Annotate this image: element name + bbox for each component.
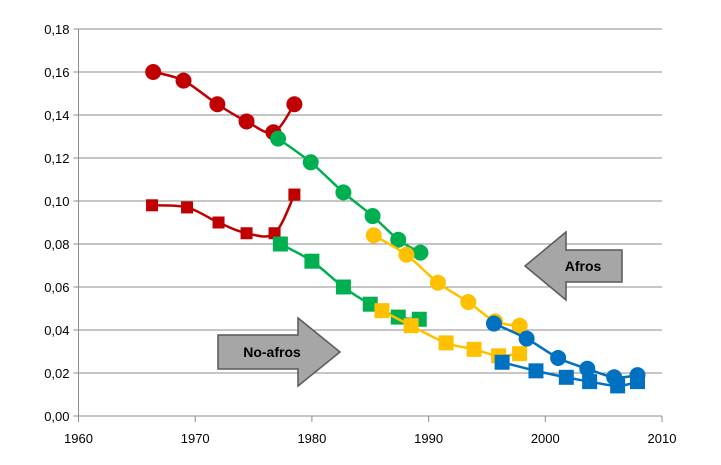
series-4 — [365, 227, 528, 334]
data-point — [610, 378, 626, 394]
data-point — [335, 184, 352, 201]
data-point — [238, 113, 255, 130]
data-point — [272, 236, 288, 252]
data-point — [558, 369, 574, 385]
data-point — [398, 246, 415, 263]
annotation-no-afros-arrow: No-afros — [217, 316, 342, 388]
data-point — [181, 201, 194, 214]
series-2 — [270, 130, 429, 261]
y-tick-label: 0,14 — [44, 108, 69, 123]
x-tick-label: 1960 — [64, 431, 93, 446]
grid — [78, 28, 662, 374]
data-point — [209, 96, 226, 113]
data-point — [362, 296, 378, 312]
series-3 — [272, 236, 427, 327]
annotation-afros: Afros — [565, 258, 602, 274]
data-point — [304, 253, 320, 269]
axes: 0,00 0,02 0,04 0,06 0,08 0,10 0,12 0,14 0,16 0,18… — [44, 22, 676, 446]
data-point — [582, 374, 598, 390]
series-0 — [145, 64, 303, 141]
y-tick-label: 0,04 — [44, 323, 69, 338]
y-tick-label: 0,02 — [44, 366, 69, 381]
data-point — [145, 64, 162, 80]
series-1 — [146, 188, 301, 240]
data-point — [240, 227, 253, 240]
data-point — [460, 294, 477, 311]
data-point — [485, 315, 502, 332]
data-point — [365, 227, 382, 244]
y-tick-label: 0,12 — [44, 151, 69, 166]
data-point — [512, 346, 528, 362]
data-point — [403, 318, 419, 334]
data-point — [412, 244, 429, 261]
data-point — [268, 227, 281, 240]
y-tick-label: 0,08 — [44, 237, 69, 252]
data-point — [270, 130, 287, 147]
data-point — [212, 216, 225, 229]
data-point — [528, 363, 544, 379]
data-point — [438, 335, 454, 351]
data-point — [286, 96, 303, 113]
data-point — [335, 279, 351, 295]
data-point — [511, 317, 528, 334]
annotation-afros-arrow: Afros — [523, 230, 623, 302]
data-point — [302, 154, 319, 171]
series-6 — [485, 315, 646, 386]
data-point — [390, 231, 407, 248]
data-point — [629, 374, 645, 390]
data-point — [550, 349, 567, 366]
data-point — [518, 330, 535, 347]
data-point — [364, 208, 381, 225]
annotation-no-afros: No-afros — [243, 344, 301, 360]
x-tick-label: 1980 — [297, 431, 326, 446]
y-tick-label: 0,10 — [44, 194, 69, 209]
y-tick-label: 0,00 — [44, 409, 69, 424]
data-point — [374, 303, 390, 319]
y-tick-label: 0,06 — [44, 280, 69, 295]
data-point — [466, 341, 482, 357]
series-group — [145, 64, 646, 394]
data-point — [494, 354, 510, 370]
y-tick-label: 0,18 — [44, 22, 69, 37]
x-tick-label: 2000 — [531, 431, 560, 446]
x-tick-label: 2010 — [648, 431, 677, 446]
data-point — [175, 72, 192, 89]
data-point — [579, 360, 596, 377]
y-tick-label: 0,16 — [44, 65, 69, 80]
data-point — [288, 188, 301, 201]
data-point — [146, 199, 159, 212]
data-point — [429, 274, 446, 291]
series-7 — [494, 354, 645, 394]
x-tick-label: 1970 — [181, 431, 210, 446]
x-tick-label: 1990 — [414, 431, 443, 446]
